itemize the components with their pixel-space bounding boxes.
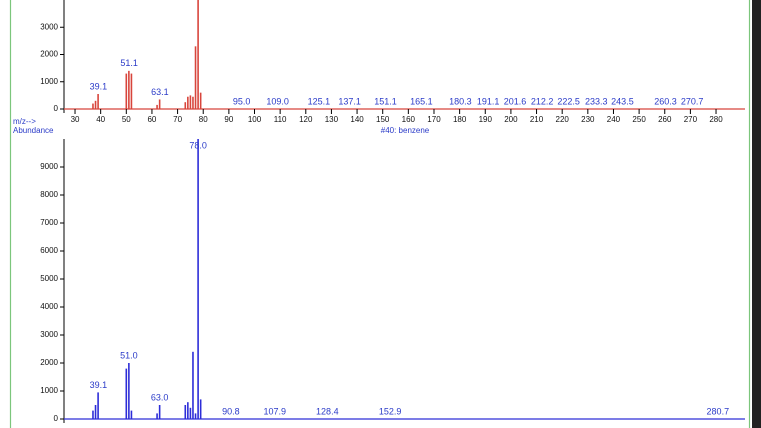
x-tick-label: 260 bbox=[658, 115, 672, 124]
x-tick-label: 230 bbox=[581, 115, 595, 124]
peak-label: 125.1 bbox=[308, 96, 331, 106]
x-tick-label: 110 bbox=[274, 115, 287, 124]
peak-label: 51.1 bbox=[120, 58, 138, 68]
peak-label: 233.3 bbox=[585, 96, 608, 106]
x-tick-label: 50 bbox=[122, 115, 131, 124]
x-tick-label: 280 bbox=[709, 115, 723, 124]
peak-label: 107.9 bbox=[263, 406, 286, 416]
x-tick-label: 220 bbox=[556, 115, 570, 124]
peak-label: 137.1 bbox=[338, 96, 361, 106]
peak-label: 280.7 bbox=[707, 406, 730, 416]
x-tick-label: 160 bbox=[402, 115, 416, 124]
x-tick-label: 180 bbox=[453, 115, 467, 124]
plot-area bbox=[92, 0, 202, 109]
peak-label: 165.1 bbox=[410, 96, 433, 106]
peak-label: 151.1 bbox=[374, 96, 397, 106]
y-tick-label: 1000 bbox=[40, 77, 58, 86]
y-tick-label: 1000 bbox=[40, 386, 58, 395]
y-tick-label: 8000 bbox=[40, 190, 58, 199]
y-tick-label: 6000 bbox=[40, 246, 58, 255]
x-tick-label: 170 bbox=[427, 115, 441, 124]
x-axis-label: m/z--> bbox=[13, 117, 36, 126]
x-tick-label: 240 bbox=[607, 115, 621, 124]
peak-label: 201.6 bbox=[504, 96, 527, 106]
peak-label: 95.0 bbox=[233, 96, 251, 106]
x-tick-label: 60 bbox=[147, 115, 156, 124]
peak-label: 109.0 bbox=[266, 96, 289, 106]
x-tick-label: 270 bbox=[684, 115, 698, 124]
x-tick-label: 100 bbox=[248, 115, 262, 124]
peak-label: 78.0 bbox=[189, 140, 207, 150]
x-tick-label: 90 bbox=[224, 115, 233, 124]
y-tick-label: 2000 bbox=[40, 358, 58, 367]
peak-label: 243.5 bbox=[611, 96, 634, 106]
y-tick-label: 0 bbox=[54, 414, 59, 423]
y-tick-label: 7000 bbox=[40, 218, 58, 227]
y-tick-label: 0 bbox=[54, 104, 59, 113]
x-tick-label: 30 bbox=[71, 115, 80, 124]
x-tick-label: 210 bbox=[530, 115, 544, 124]
y-tick-label: 3000 bbox=[40, 22, 58, 31]
y-tick-label: 4000 bbox=[40, 302, 58, 311]
peak-label: 63.0 bbox=[151, 392, 169, 402]
y-tick-label: 3000 bbox=[40, 330, 58, 339]
peak-label: 128.4 bbox=[316, 406, 339, 416]
x-tick-label: 200 bbox=[504, 115, 518, 124]
x-tick-label: 70 bbox=[173, 115, 182, 124]
x-tick-label: 250 bbox=[632, 115, 646, 124]
y-axis-label: Abundance bbox=[13, 126, 54, 135]
y-tick-label: 2000 bbox=[40, 50, 58, 59]
peak-label: 191.1 bbox=[477, 96, 500, 106]
window-edge bbox=[752, 0, 761, 428]
chart-title: #40: benzene bbox=[381, 126, 430, 135]
x-tick-label: 150 bbox=[376, 115, 390, 124]
peak-label: 39.1 bbox=[90, 380, 108, 390]
x-tick-label: 130 bbox=[325, 115, 339, 124]
peak-label: 63.1 bbox=[151, 87, 169, 97]
y-tick-label: 5000 bbox=[40, 274, 58, 283]
x-tick-label: 140 bbox=[350, 115, 364, 124]
x-tick-label: 80 bbox=[199, 115, 208, 124]
peak-label: 152.9 bbox=[379, 406, 402, 416]
x-tick-label: 190 bbox=[479, 115, 493, 124]
peak-label: 90.8 bbox=[222, 406, 240, 416]
peak-label: 270.7 bbox=[681, 96, 704, 106]
peak-label: 212.2 bbox=[531, 96, 554, 106]
peak-label: 260.3 bbox=[654, 96, 677, 106]
plot-area bbox=[92, 139, 202, 419]
peak-label: 222.5 bbox=[557, 96, 580, 106]
frame bbox=[9, 0, 751, 428]
x-tick-label: 40 bbox=[96, 115, 105, 124]
peak-label: 51.0 bbox=[120, 350, 138, 360]
y-tick-label: 9000 bbox=[40, 162, 58, 171]
peak-label: 180.3 bbox=[449, 96, 472, 106]
peak-label: 39.1 bbox=[90, 81, 108, 91]
x-tick-label: 120 bbox=[299, 115, 313, 124]
